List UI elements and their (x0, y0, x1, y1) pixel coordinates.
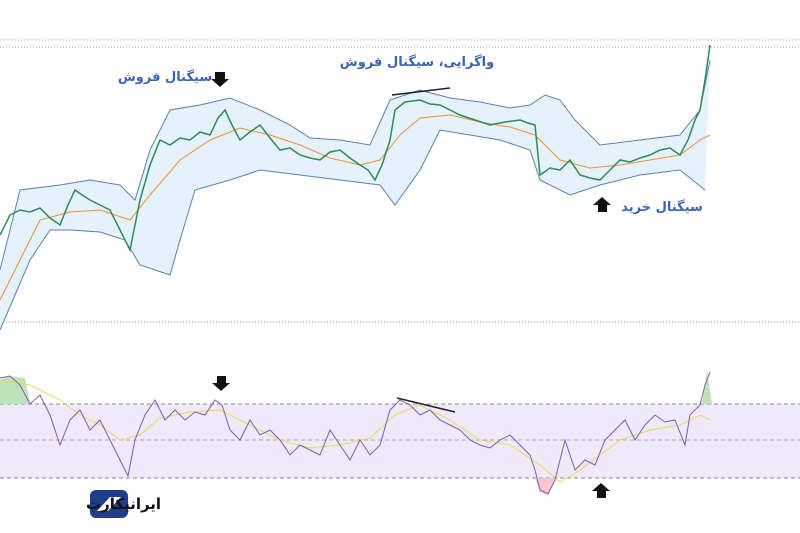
overbought-fill (702, 370, 712, 404)
divergence-line (391, 87, 451, 96)
up-arrow (593, 197, 611, 212)
up-arrow (592, 483, 610, 498)
bollinger-upper (0, 59, 711, 271)
rsi-line (0, 371, 711, 495)
bollinger-middle (0, 114, 711, 301)
annotation: سیگنال خرید (621, 199, 703, 215)
down-arrow (211, 72, 229, 87)
price-line (0, 44, 711, 253)
logo: ایرانیکارت (86, 490, 161, 518)
annotation: واگرایی، سیگنال فروش (340, 54, 494, 70)
down-arrow (212, 376, 230, 391)
divergence-line (396, 397, 456, 413)
logo-icon-mark (97, 497, 121, 511)
bollinger-fill (0, 60, 710, 330)
annotation: سیگنال فروش (118, 69, 212, 85)
rsi-band (0, 404, 800, 478)
rsi-signal (0, 379, 711, 483)
logo-text: ایرانیکارت (86, 495, 161, 513)
overbought-fill (0, 376, 30, 404)
bollinger-lower (0, 129, 706, 331)
oversold-fill (535, 478, 555, 495)
